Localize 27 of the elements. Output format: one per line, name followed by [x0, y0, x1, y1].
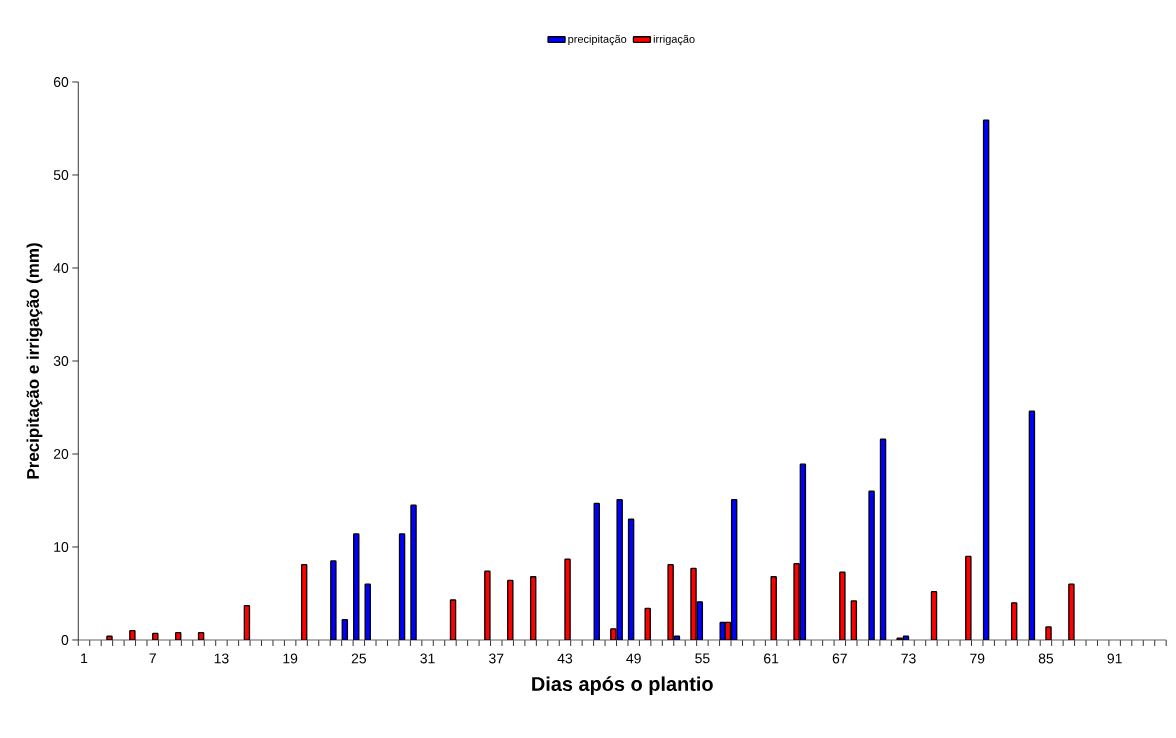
y-tick-label: 60 [53, 77, 69, 87]
x-tick-label: 43 [557, 653, 573, 664]
y-axis-title: Precipitação e irrigação (mm) [26, 243, 43, 479]
y-tick-label: 20 [53, 449, 69, 459]
x-tick-label: 67 [832, 653, 847, 664]
x-tick-label: 1 [81, 653, 88, 664]
y-tick-label: 10 [54, 542, 69, 552]
x-tick-label: 73 [901, 653, 916, 664]
x-tick-label: 55 [695, 653, 710, 664]
legend-label: irrigação [653, 34, 695, 46]
legend-label: precipitação [568, 34, 627, 46]
y-tick-label: 40 [53, 263, 69, 273]
x-tick-label: 31 [420, 653, 435, 664]
x-tick-label: 13 [214, 653, 229, 664]
x-tick-label: 37 [489, 653, 504, 664]
x-tick-label: 25 [351, 653, 367, 664]
x-tick-label: 85 [1038, 653, 1054, 664]
x-axis-title: Dias após o plantio [532, 676, 713, 695]
x-tick-label: 91 [1107, 653, 1122, 664]
y-tick-label: 0 [61, 635, 69, 645]
y-tick-label: 30 [53, 356, 69, 366]
x-tick-label: 7 [149, 653, 156, 664]
y-tick-label: 50 [53, 170, 69, 180]
x-tick-label: 49 [626, 653, 641, 664]
x-tick-label: 79 [970, 653, 985, 664]
x-tick-label: 61 [764, 653, 779, 664]
x-tick-label: 19 [283, 653, 298, 664]
